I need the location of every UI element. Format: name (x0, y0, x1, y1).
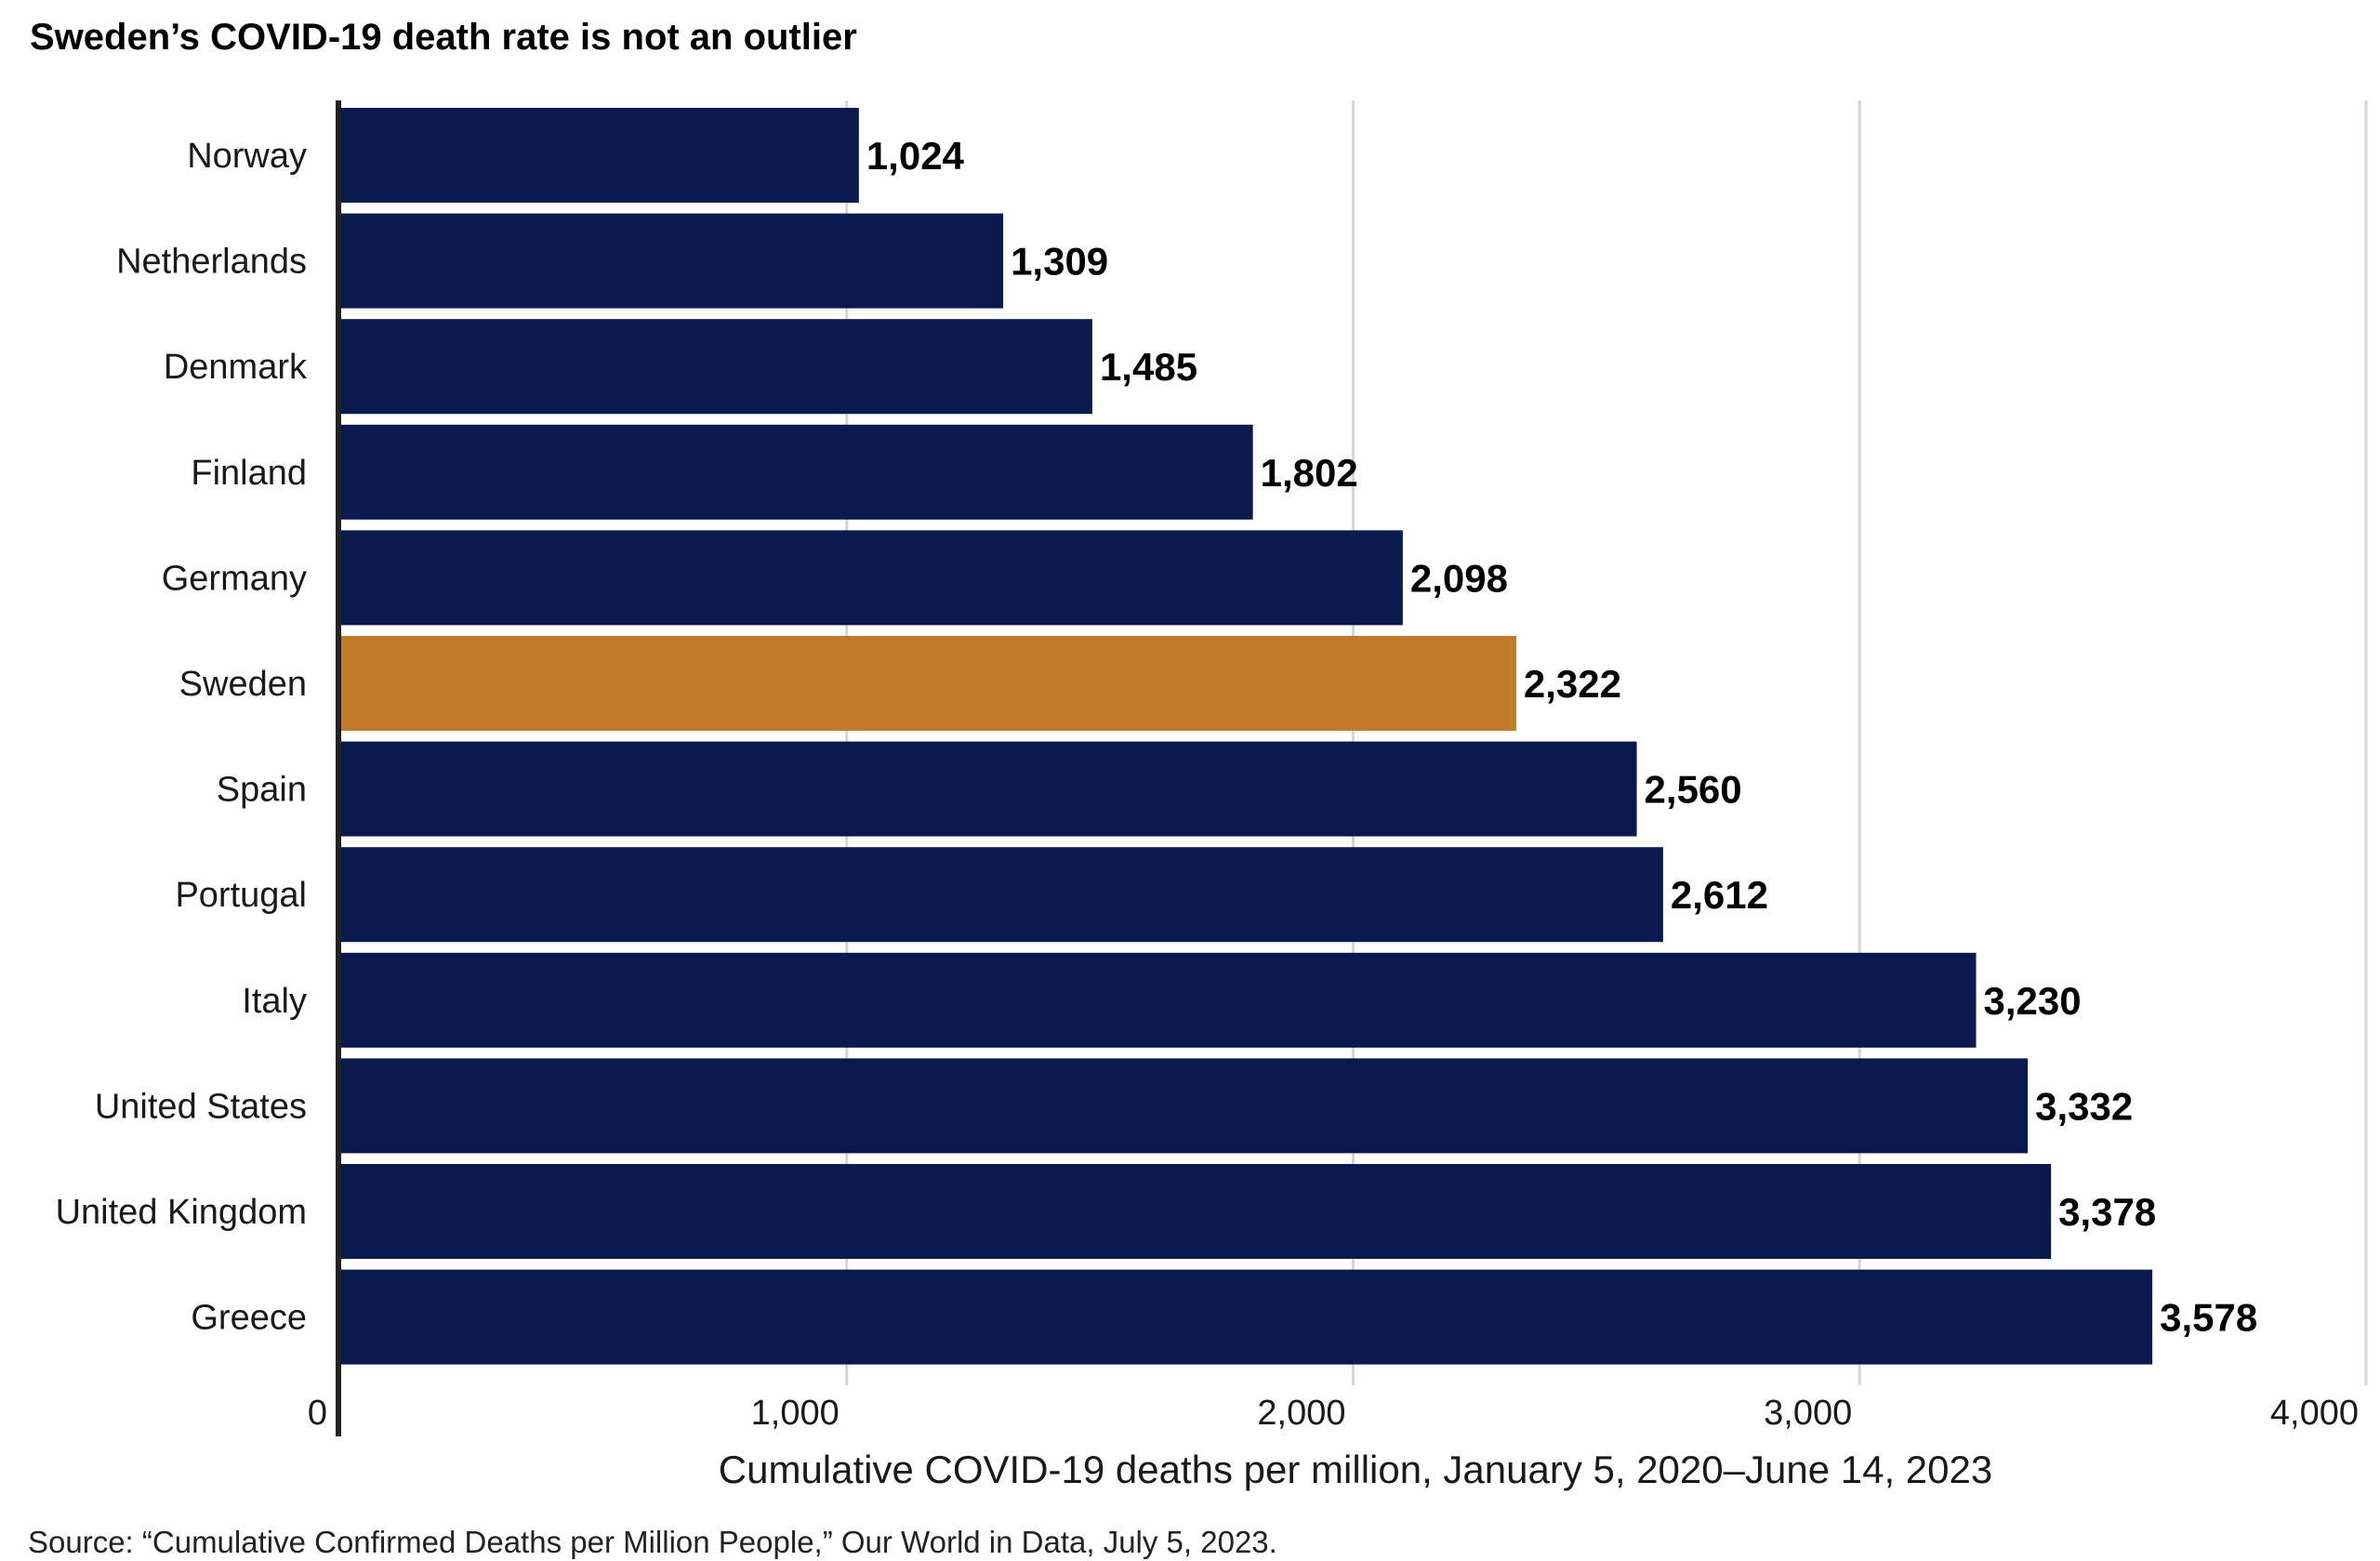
category-label-united-states: United States (95, 1087, 307, 1126)
x-axis-title: Cumulative COVID-19 deaths per million, … (719, 1448, 1992, 1491)
bar-spain (340, 741, 1637, 837)
value-label-netherlands: 1,309 (1011, 240, 1108, 284)
bar-norway (340, 108, 859, 203)
category-label-italy: Italy (242, 982, 307, 1021)
category-label-spain: Spain (217, 771, 307, 810)
bar-sweden (340, 636, 1516, 731)
tick-label-4: 4,000 (2270, 1394, 2359, 1433)
bar-italy (340, 952, 1977, 1048)
value-label-portugal: 2,612 (1671, 873, 1768, 917)
tick-label-0: 0 (308, 1394, 327, 1433)
category-label-germany: Germany (162, 559, 307, 598)
category-label-greece: Greece (191, 1299, 307, 1338)
category-label-portugal: Portugal (175, 876, 307, 915)
bar-chart: Norway Netherlands Denmark Finland Germany Sw… (56, 100, 2368, 1491)
chart-title: Sweden’s COVID-19 death rate is not an o… (30, 17, 857, 58)
value-label-sweden: 2,322 (1524, 662, 1621, 706)
bar-greece (340, 1269, 2153, 1365)
category-label-denmark: Denmark (164, 348, 308, 387)
bar-portugal (340, 847, 1663, 943)
category-label-united-kingdom: United Kingdom (56, 1193, 307, 1232)
bar-united-kingdom (340, 1164, 2052, 1259)
value-label-germany: 2,098 (1410, 556, 1508, 600)
bars (340, 108, 2153, 1365)
category-label-sweden: Sweden (179, 665, 307, 704)
bar-united-states (340, 1058, 2029, 1154)
tick-label-3: 3,000 (1764, 1394, 1852, 1433)
bar-germany (340, 530, 1403, 626)
category-label-netherlands: Netherlands (116, 243, 307, 282)
value-labels: 1,024 1,309 1,485 1,802 2,098 2,322 2,560 2,612… (866, 134, 2257, 1340)
value-label-united-states: 3,332 (2035, 1084, 2133, 1128)
category-labels: Norway Netherlands Denmark Finland Germany Sw… (56, 137, 308, 1338)
bar-netherlands (340, 213, 1004, 309)
value-label-norway: 1,024 (866, 134, 965, 178)
value-label-finland: 1,802 (1261, 451, 1358, 495)
value-label-spain: 2,560 (1645, 768, 1742, 812)
category-label-finland: Finland (191, 454, 307, 493)
bar-finland (340, 424, 1253, 520)
value-label-italy: 3,230 (1984, 979, 2082, 1023)
x-axis-ticks: 0 1,000 2,000 3,000 4,000 (308, 1394, 2359, 1433)
value-label-united-kingdom: 3,378 (2058, 1190, 2156, 1234)
category-label-norway: Norway (187, 137, 307, 176)
bar-denmark (340, 319, 1092, 415)
tick-label-1: 1,000 (751, 1394, 840, 1433)
value-label-denmark: 1,485 (1100, 345, 1197, 389)
tick-label-2: 2,000 (1257, 1394, 1345, 1433)
source-note: Source: “Cumulative Confirmed Deaths per… (28, 1525, 1277, 1559)
value-label-greece: 3,578 (2160, 1296, 2257, 1340)
